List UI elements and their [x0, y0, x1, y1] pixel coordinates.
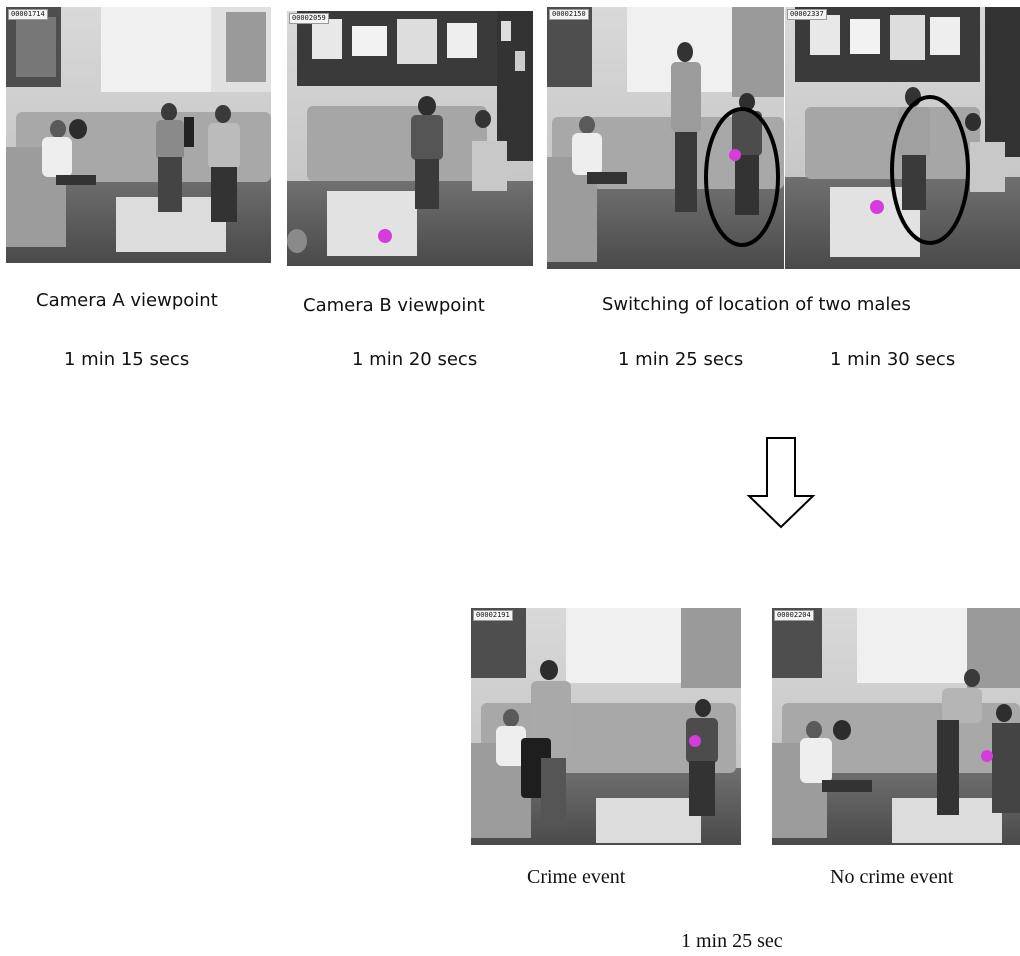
crime-event-caption: Crime event [527, 866, 626, 888]
no-crime-event-caption: No crime event [830, 866, 954, 888]
frame-counter: 00002150 [549, 9, 589, 20]
switching-caption: Switching of location of two males [602, 294, 911, 315]
frame-counter: 00001714 [8, 9, 48, 20]
switching-frame-1: 00002150 [547, 7, 784, 269]
crime-event-frame: 00002191 [471, 608, 741, 845]
time-label: 1 min 15 secs [64, 349, 190, 370]
time-label: 1 min 20 secs [352, 349, 478, 370]
time-label: 1 min 25 secs [618, 349, 744, 370]
highlight-ellipse [890, 95, 970, 245]
frame-counter: 00002059 [289, 13, 329, 24]
camera-b-frame: 00002059 [287, 11, 533, 266]
frame-counter: 00002191 [473, 610, 513, 621]
camera-b-caption: Camera B viewpoint [303, 295, 485, 316]
switching-frame-2: 00002337 [785, 7, 1020, 269]
no-crime-event-frame: 00002204 [772, 608, 1020, 845]
bottom-time-label: 1 min 25 sec [681, 930, 783, 952]
frame-counter: 00002204 [774, 610, 814, 621]
down-arrow-icon [746, 437, 816, 529]
time-label: 1 min 30 secs [830, 349, 956, 370]
camera-a-caption: Camera A viewpoint [36, 290, 218, 311]
highlight-ellipse [704, 107, 780, 247]
camera-a-frame: 00001714 [6, 7, 271, 263]
frame-counter: 00002337 [787, 9, 827, 20]
